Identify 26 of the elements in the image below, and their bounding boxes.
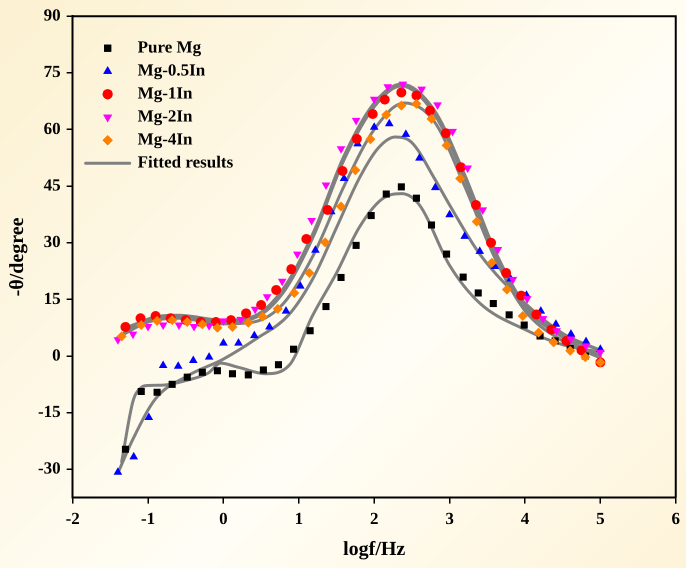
y-tick-label: 0 (52, 345, 61, 364)
x-tick-label: 2 (370, 509, 378, 528)
y-tick-label: 75 (44, 62, 61, 82)
legend-label: Mg-2In (138, 106, 193, 126)
legend-label: Pure Mg (138, 38, 202, 57)
y-tick-label: -30 (38, 458, 61, 478)
x-tick-label: 6 (672, 509, 680, 528)
x-tick-label: 0 (219, 509, 228, 528)
legend-label: Mg-1In (138, 84, 193, 103)
x-tick-label: 1 (294, 509, 304, 528)
legend-label: Fitted results (138, 152, 234, 172)
y-tick-label: 30 (44, 232, 61, 252)
x-tick-label: -2 (66, 509, 80, 528)
x-tick-label: 3 (445, 509, 454, 528)
x-tick-label: 4 (520, 509, 530, 528)
y-tick-label: 90 (44, 6, 61, 25)
x-tick-label: -1 (140, 509, 156, 528)
y-tick-label: 60 (44, 118, 61, 138)
y-tick-label: 45 (44, 175, 61, 194)
y-tick-label: -15 (38, 402, 61, 422)
legend-label: Mg-4In (138, 130, 193, 149)
x-axis-title: logf/Hz (343, 538, 406, 560)
y-axis-title: -θ/degree (6, 217, 28, 296)
x-tick-label: 5 (596, 509, 605, 528)
legend-label: Mg-0.5In (138, 60, 206, 80)
y-tick-label: 15 (44, 288, 61, 308)
